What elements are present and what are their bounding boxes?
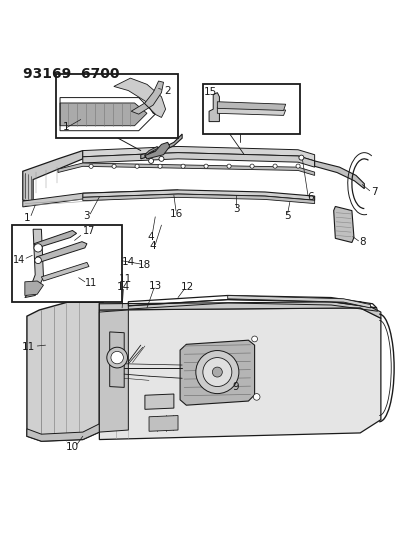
Circle shape	[89, 164, 93, 168]
Circle shape	[112, 164, 116, 168]
Circle shape	[204, 164, 208, 168]
Polygon shape	[131, 81, 163, 114]
Circle shape	[212, 367, 222, 377]
Polygon shape	[140, 134, 182, 159]
Text: 17: 17	[83, 227, 95, 236]
Polygon shape	[99, 308, 380, 440]
Polygon shape	[60, 103, 147, 126]
Polygon shape	[314, 161, 363, 189]
Text: 7: 7	[370, 187, 377, 197]
Text: 11: 11	[118, 274, 131, 284]
Circle shape	[272, 164, 276, 168]
Circle shape	[253, 393, 259, 400]
Polygon shape	[145, 394, 173, 409]
Polygon shape	[27, 297, 99, 441]
Polygon shape	[209, 93, 219, 122]
Polygon shape	[23, 190, 178, 207]
Polygon shape	[83, 190, 314, 200]
Text: 15: 15	[203, 87, 216, 97]
Polygon shape	[25, 281, 43, 295]
Polygon shape	[99, 310, 128, 432]
Bar	[56, 74, 178, 138]
Circle shape	[251, 336, 257, 342]
Text: 1: 1	[24, 213, 30, 223]
Polygon shape	[149, 416, 178, 431]
Text: 14: 14	[121, 257, 135, 268]
Circle shape	[295, 164, 299, 168]
Polygon shape	[114, 78, 165, 117]
Text: 1: 1	[63, 122, 69, 132]
Polygon shape	[41, 262, 89, 281]
Circle shape	[249, 164, 254, 168]
Text: 9: 9	[232, 382, 239, 392]
Polygon shape	[34, 230, 76, 248]
Text: 4: 4	[149, 241, 155, 251]
Circle shape	[158, 164, 162, 168]
Circle shape	[195, 351, 238, 393]
Polygon shape	[217, 107, 285, 115]
Circle shape	[34, 244, 42, 252]
Circle shape	[107, 347, 127, 368]
Polygon shape	[58, 163, 314, 175]
Bar	[202, 84, 299, 134]
Polygon shape	[83, 152, 314, 167]
Polygon shape	[333, 206, 353, 243]
Polygon shape	[99, 302, 380, 318]
Text: 6: 6	[306, 192, 313, 202]
Text: 12: 12	[180, 282, 193, 292]
Circle shape	[111, 351, 123, 364]
Text: 18: 18	[138, 260, 151, 270]
Text: 11: 11	[21, 342, 35, 352]
Text: 2: 2	[164, 86, 171, 95]
Polygon shape	[227, 295, 370, 308]
Circle shape	[202, 358, 231, 386]
Circle shape	[159, 156, 164, 161]
Text: 3: 3	[232, 204, 239, 214]
Polygon shape	[83, 194, 314, 204]
Text: 5: 5	[284, 211, 290, 221]
Text: 14: 14	[12, 255, 25, 265]
Polygon shape	[83, 147, 314, 161]
Polygon shape	[180, 340, 254, 405]
Polygon shape	[145, 142, 169, 159]
Circle shape	[298, 155, 303, 160]
Circle shape	[180, 164, 185, 168]
Circle shape	[226, 164, 230, 168]
Circle shape	[35, 257, 41, 264]
Polygon shape	[27, 424, 99, 441]
Text: 4: 4	[147, 232, 154, 241]
Polygon shape	[25, 229, 43, 297]
Text: 93169  6700: 93169 6700	[23, 67, 119, 80]
Text: 13: 13	[148, 281, 161, 291]
Polygon shape	[36, 241, 87, 262]
Polygon shape	[23, 151, 83, 201]
Text: 16: 16	[169, 208, 182, 219]
Text: 14: 14	[116, 282, 130, 292]
Text: 10: 10	[66, 442, 79, 452]
Bar	[12, 225, 122, 302]
Text: 8: 8	[358, 238, 365, 247]
Text: 11: 11	[85, 278, 97, 288]
Circle shape	[135, 164, 139, 168]
Polygon shape	[109, 332, 124, 387]
Polygon shape	[217, 102, 285, 110]
Circle shape	[148, 158, 153, 164]
Text: 3: 3	[83, 211, 90, 221]
Polygon shape	[145, 147, 157, 157]
